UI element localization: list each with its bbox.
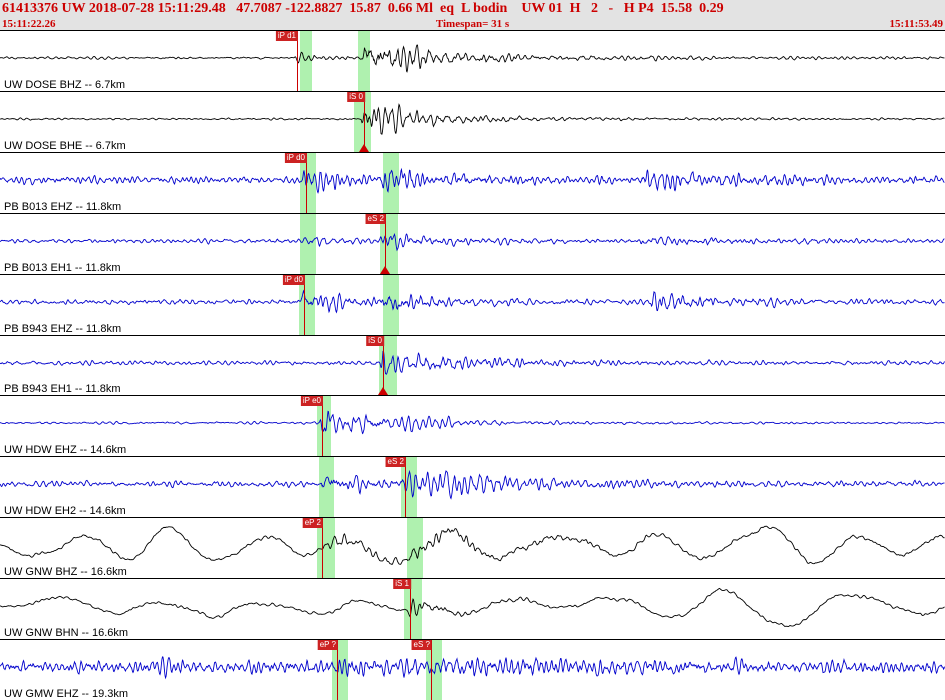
trace-label: UW GNW BHZ -- 16.6km <box>4 566 127 579</box>
pick-flag[interactable]: iS 0 <box>366 335 384 346</box>
waveform <box>0 44 945 73</box>
trace-area: iP d1 UW DOSE BHZ -- 6.7km iS 0 UW DOSE BHE… <box>0 31 945 700</box>
trace-label: UW HDW EH2 -- 14.6km <box>4 505 126 518</box>
trace-row-5[interactable]: iP d0 PB B943 EHZ -- 11.8km <box>0 274 945 336</box>
pick-uncertainty-band <box>383 152 399 213</box>
waveform <box>0 411 945 435</box>
pick-uncertainty-band <box>332 640 348 700</box>
waveform <box>0 350 945 375</box>
trace-label: UW GMW EHZ -- 19.3km <box>4 687 129 700</box>
trace-label: UW DOSE BHZ -- 6.7km <box>4 78 126 91</box>
trace-row-3[interactable]: iP d0 PB B013 EHZ -- 11.8km <box>0 152 945 214</box>
pick-flag[interactable]: eS ? <box>411 640 432 651</box>
pick-line[interactable] <box>410 579 411 640</box>
waveform <box>0 232 945 252</box>
trace-label: UW HDW EHZ -- 14.6km <box>4 444 127 457</box>
pick-flag[interactable]: iP d0 <box>284 152 307 163</box>
pick-uncertainty-band <box>300 152 316 213</box>
pick-line[interactable] <box>337 640 338 700</box>
timespan-label: Timespan= 31 s <box>435 18 510 30</box>
waveform <box>0 289 945 314</box>
trace-label: PB B013 EHZ -- 11.8km <box>4 200 122 213</box>
pick-line[interactable] <box>383 335 384 396</box>
pick-uncertainty-band <box>299 274 315 335</box>
event-summary: 61413376 UW 2018-07-28 15:11:29.48 47.70… <box>2 1 724 16</box>
pick-uncertainty-band <box>407 518 423 579</box>
pick-uncertainty-band <box>300 31 312 91</box>
waveform <box>0 103 945 135</box>
window-start-time: 15:11:22.26 <box>2 18 56 30</box>
pick-line[interactable] <box>306 152 307 213</box>
pick-uncertainty-band <box>404 579 422 640</box>
pick-uncertainty-band <box>319 457 334 518</box>
arrival-triangle <box>359 143 369 152</box>
trace-row-6[interactable]: iS 0 PB B943 EH1 -- 11.8km <box>0 335 945 397</box>
pick-flag[interactable]: iP e0 <box>300 396 323 407</box>
trace-label: PB B943 EH1 -- 11.8km <box>4 383 121 396</box>
pick-line[interactable] <box>385 213 386 274</box>
trace-row-7[interactable]: iP e0 UW HDW EHZ -- 14.6km <box>0 396 945 458</box>
pick-uncertainty-band <box>426 640 442 700</box>
pick-uncertainty-band <box>380 213 398 274</box>
pick-line[interactable] <box>322 518 323 579</box>
pick-uncertainty-band <box>383 274 399 335</box>
arrival-triangle <box>378 387 388 396</box>
pick-flag[interactable]: iP d1 <box>275 31 298 41</box>
arrival-triangle <box>380 265 390 274</box>
trace-row-11[interactable]: eP ? eS ? UW GMW EHZ -- 19.3km <box>0 640 945 700</box>
window-end-time: 15:11:53.49 <box>889 18 943 30</box>
trace-label: UW GNW BHN -- 16.6km <box>4 627 129 640</box>
trace-label: UW DOSE BHE -- 6.7km <box>4 139 126 152</box>
pick-flag[interactable]: eP 2 <box>302 518 323 529</box>
pick-uncertainty-band <box>300 213 316 274</box>
waveform <box>0 470 945 501</box>
pick-line[interactable] <box>322 396 323 457</box>
pick-line[interactable] <box>405 457 406 518</box>
pick-line[interactable] <box>431 640 432 700</box>
trace-row-10[interactable]: iS 1 UW GNW BHN -- 16.6km <box>0 579 945 641</box>
event-header: 61413376 UW 2018-07-28 15:11:29.48 47.70… <box>0 0 945 18</box>
trace-row-8[interactable]: eS 2 UW HDW EH2 -- 14.6km <box>0 457 945 519</box>
trace-row-4[interactable]: eS 2 PB B013 EH1 -- 11.8km <box>0 213 945 275</box>
waveform <box>0 167 945 194</box>
pick-uncertainty-band <box>317 518 335 579</box>
pick-uncertainty-band <box>317 396 331 457</box>
trace-label: PB B943 EHZ -- 11.8km <box>4 322 122 335</box>
pick-flag[interactable]: eS 2 <box>365 213 386 224</box>
trace-row-9[interactable]: eP 2 UW GNW BHZ -- 16.6km <box>0 518 945 580</box>
pick-flag[interactable]: iS 1 <box>393 579 411 590</box>
pick-flag[interactable]: iS 0 <box>347 91 365 102</box>
pick-line[interactable] <box>297 31 298 91</box>
pick-flag[interactable]: eP ? <box>317 640 338 651</box>
pick-line[interactable] <box>304 274 305 335</box>
trace-row-2[interactable]: iS 0 UW DOSE BHE -- 6.7km <box>0 91 945 153</box>
pick-line[interactable] <box>364 91 365 152</box>
pick-flag[interactable]: eS 2 <box>385 457 406 468</box>
waveform <box>0 588 945 628</box>
time-bar: 15:11:22.26 Timespan= 31 s 15:11:53.49 <box>0 18 945 31</box>
waveform <box>0 656 945 680</box>
pick-uncertainty-band <box>358 31 370 91</box>
pick-flag[interactable]: iP d0 <box>282 274 305 285</box>
waveform <box>0 525 945 566</box>
trace-label: PB B013 EH1 -- 11.8km <box>4 261 121 274</box>
trace-row-1[interactable]: iP d1 UW DOSE BHZ -- 6.7km <box>0 31 945 92</box>
